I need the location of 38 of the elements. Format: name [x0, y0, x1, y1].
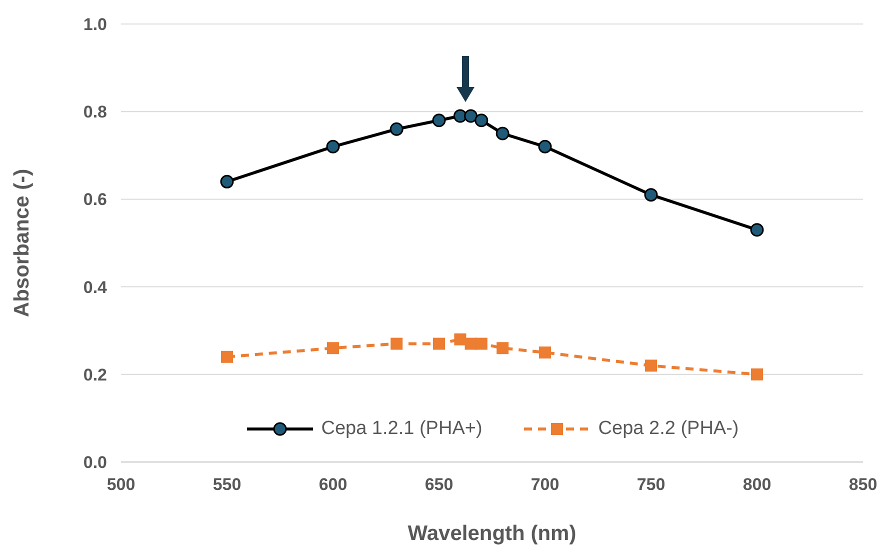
y-tick-label: 0.0 — [83, 453, 107, 472]
point — [751, 368, 763, 380]
x-tick-label: 850 — [848, 475, 878, 494]
point — [474, 114, 488, 128]
y-axis-title: Absorbance (-) — [10, 168, 34, 318]
point — [432, 114, 446, 128]
legend-label: Cepa 2.2 (PHA-) — [598, 418, 739, 440]
point — [464, 109, 478, 123]
point — [390, 338, 403, 350]
x-tick-label: 700 — [530, 475, 560, 494]
x-tick-label: 550 — [212, 475, 242, 494]
point — [454, 333, 466, 346]
y-tick-label: 0.2 — [83, 365, 107, 384]
point — [539, 346, 551, 358]
y-tick-label: 0.6 — [83, 190, 107, 210]
x-tick-label: 800 — [742, 475, 772, 494]
x-tick-label: 750 — [636, 475, 666, 494]
point — [645, 360, 657, 372]
x-tick-label: 500 — [106, 475, 136, 494]
point — [327, 342, 339, 354]
point — [750, 223, 764, 237]
point — [475, 338, 488, 350]
x-tick-label: 600 — [318, 475, 348, 494]
point — [496, 342, 509, 354]
x-tick-label: 650 — [424, 475, 454, 494]
legend-label: Cepa 1.2.1 (PHA+) — [321, 418, 482, 440]
point — [644, 188, 658, 202]
point — [326, 140, 340, 154]
y-tick-label: 1.0 — [83, 15, 107, 34]
y-tick-label: 0.4 — [83, 278, 108, 297]
point — [221, 350, 233, 363]
y-tick-label: 0.8 — [83, 102, 107, 122]
point — [496, 126, 510, 140]
point — [433, 338, 445, 350]
point — [390, 122, 404, 136]
point — [220, 174, 234, 188]
x-axis-title: Wavelength (nm) — [408, 522, 576, 545]
point — [538, 140, 552, 154]
